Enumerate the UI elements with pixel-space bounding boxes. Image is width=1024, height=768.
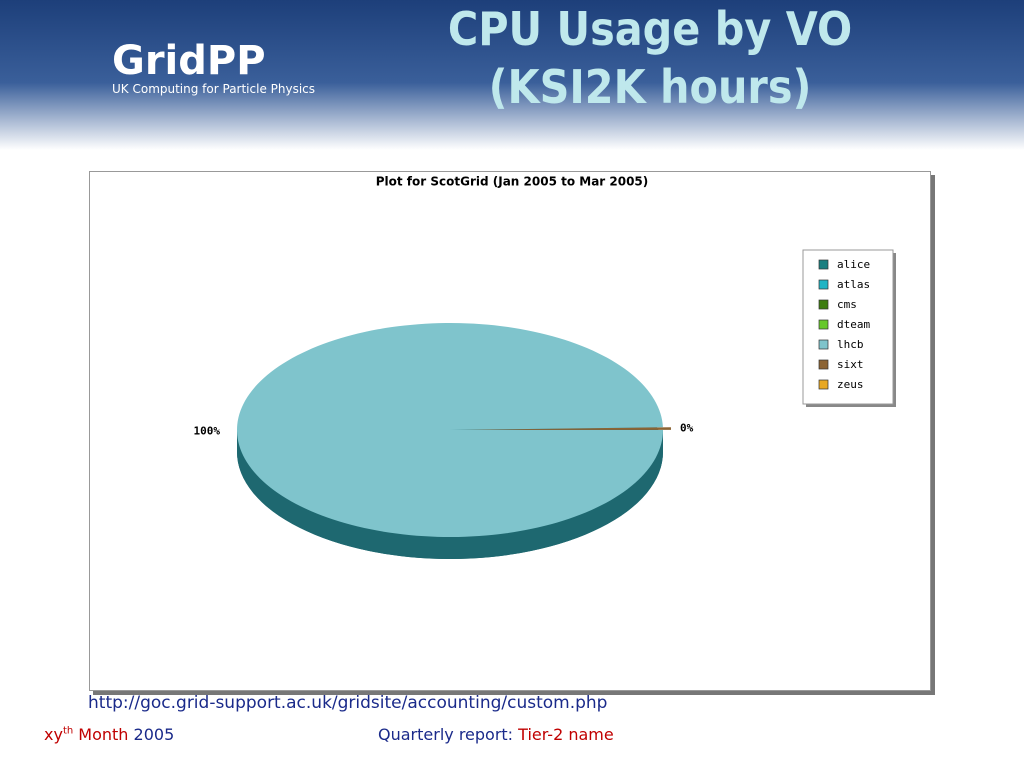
date-prefix: xy bbox=[44, 725, 63, 744]
footer-date: xyth Month 2005 bbox=[44, 725, 174, 744]
pie-slice bbox=[236, 323, 663, 538]
date-sup: th bbox=[62, 725, 74, 737]
legend-label: atlas bbox=[837, 278, 870, 291]
legend-swatch bbox=[818, 339, 829, 350]
legend: alice atlas cms dteam lhcb sixt zeus bbox=[802, 249, 896, 407]
banner bbox=[0, 0, 1024, 150]
source-url[interactable]: http://goc.grid-support.ac.uk/gridsite/a… bbox=[88, 693, 608, 713]
legend-label: lhcb bbox=[837, 338, 864, 351]
legend-box bbox=[802, 249, 894, 405]
slide-title: CPU Usage by VO (KSI2K hours) bbox=[447, 2, 853, 114]
report-name: Tier-2 name bbox=[518, 725, 614, 744]
date-year: 2005 bbox=[133, 725, 175, 744]
slice-label: 100% bbox=[193, 425, 220, 438]
slice-label: 0% bbox=[680, 421, 694, 434]
logo-subtitle: UK Computing for Particle Physics bbox=[112, 82, 316, 96]
legend-swatch bbox=[818, 379, 829, 390]
legend-swatch bbox=[818, 359, 829, 370]
legend-label: sixt bbox=[837, 358, 864, 371]
legend-swatch bbox=[818, 279, 829, 290]
pie-slice bbox=[457, 427, 671, 430]
legend-label: zeus bbox=[837, 378, 864, 391]
report-label: Quarterly report: bbox=[378, 725, 514, 744]
legend-label: dteam bbox=[837, 318, 870, 331]
legend-swatch bbox=[818, 299, 829, 310]
chart: Plot for ScotGrid (Jan 2005 to Mar 2005)… bbox=[193, 175, 896, 559]
footer-report: Quarterly report: Tier-2 name bbox=[378, 725, 614, 744]
legend-label: alice bbox=[837, 258, 870, 271]
date-month: Month bbox=[78, 725, 129, 744]
legend-swatch bbox=[818, 259, 829, 270]
chart-title: Plot for ScotGrid (Jan 2005 to Mar 2005) bbox=[376, 175, 649, 189]
legend-swatch bbox=[818, 319, 829, 330]
chart-frame: Plot for ScotGrid (Jan 2005 to Mar 2005)… bbox=[89, 171, 931, 691]
logo: GridPP bbox=[112, 38, 266, 84]
legend-label: cms bbox=[837, 298, 857, 311]
